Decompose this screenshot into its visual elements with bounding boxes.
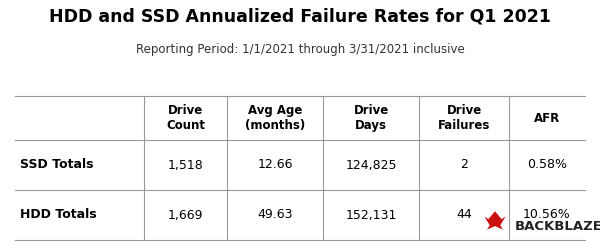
Text: 44: 44	[456, 208, 472, 222]
Text: 124,825: 124,825	[346, 158, 397, 172]
Text: 0.58%: 0.58%	[527, 158, 567, 172]
Text: HDD Totals: HDD Totals	[20, 208, 97, 222]
Text: Avg Age
(months): Avg Age (months)	[245, 104, 305, 132]
Text: AFR: AFR	[534, 112, 560, 124]
Text: Drive
Failures: Drive Failures	[438, 104, 490, 132]
Text: SSD Totals: SSD Totals	[20, 158, 94, 172]
Text: Reporting Period: 1/1/2021 through 3/31/2021 inclusive: Reporting Period: 1/1/2021 through 3/31/…	[136, 42, 464, 56]
Text: 2: 2	[460, 158, 468, 172]
Text: 152,131: 152,131	[346, 208, 397, 222]
Text: Drive
Count: Drive Count	[166, 104, 205, 132]
Text: HDD and SSD Annualized Failure Rates for Q1 2021: HDD and SSD Annualized Failure Rates for…	[49, 8, 551, 26]
Text: 1,669: 1,669	[168, 208, 203, 222]
Text: 1,518: 1,518	[168, 158, 203, 172]
Text: 49.63: 49.63	[257, 208, 293, 222]
Text: Drive
Days: Drive Days	[353, 104, 389, 132]
Text: BACKBLAZE: BACKBLAZE	[515, 220, 600, 233]
Text: 10.56%: 10.56%	[523, 208, 571, 222]
Text: 12.66: 12.66	[257, 158, 293, 172]
